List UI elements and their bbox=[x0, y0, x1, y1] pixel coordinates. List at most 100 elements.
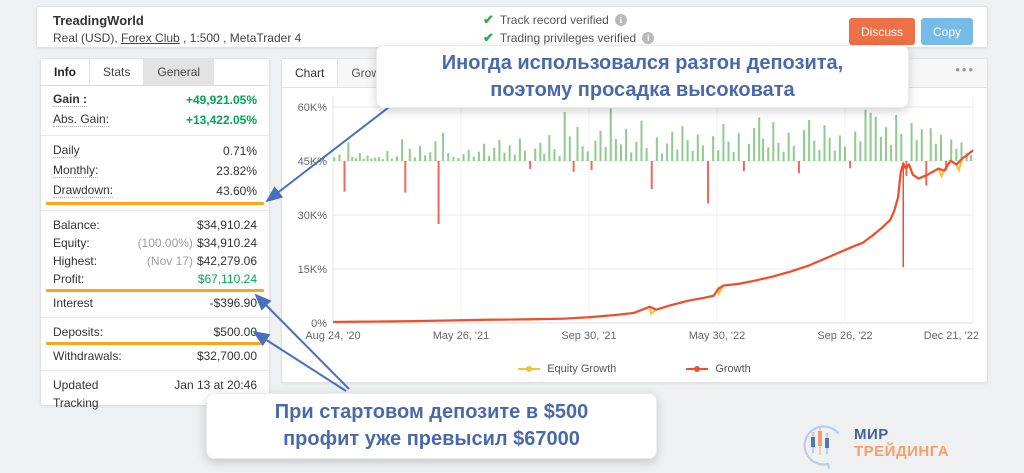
svg-text:45K%: 45K% bbox=[298, 156, 328, 168]
stat-value: Jan 13 at 20:46 bbox=[174, 378, 257, 392]
stat-label: Drawdown: bbox=[53, 183, 114, 198]
legend-item-growth[interactable]: Growth bbox=[686, 363, 751, 375]
stat-label: Updated bbox=[53, 378, 99, 392]
verification-row-trading-privileges: ✔ Trading privileges verified i bbox=[483, 30, 655, 46]
stat-row-absgain: Abs. Gain: +13,422.05% bbox=[41, 110, 269, 130]
stat-row-drawdown: Drawdown: 43.60% bbox=[41, 181, 269, 201]
copy-button[interactable]: Copy bbox=[920, 18, 973, 45]
stat-row-profit: Profit: $67,110.24 bbox=[41, 270, 269, 288]
stat-row-monthly: Monthly: 23.82% bbox=[41, 161, 269, 181]
stat-row-equity: Equity: (100.00%) $34,910.24 bbox=[41, 234, 269, 252]
stat-label: Equity: bbox=[53, 236, 90, 250]
svg-text:May 26, '21: May 26, '21 bbox=[433, 330, 490, 342]
svg-text:Sep 26, '22: Sep 26, '22 bbox=[817, 330, 872, 342]
svg-text:May 30, '22: May 30, '22 bbox=[689, 330, 746, 342]
annotation-top-line2: поэтому просадка высоковата bbox=[490, 78, 795, 101]
checkmark-icon: ✔ bbox=[483, 30, 494, 45]
svg-text:Sep 30, '21: Sep 30, '21 bbox=[561, 330, 616, 342]
sidebar-tabs: Info Stats General bbox=[41, 59, 269, 86]
divider bbox=[41, 317, 269, 318]
sidebar-tab-info[interactable]: Info bbox=[41, 59, 90, 85]
stat-row-withdrawals: Withdrawals: $32,700.00 bbox=[41, 347, 269, 365]
svg-text:Aug 24, '20: Aug 24, '20 bbox=[305, 330, 360, 342]
broker-link[interactable]: Forex Club bbox=[121, 31, 180, 45]
legend-line-marker bbox=[686, 366, 709, 372]
stat-value: 0.71% bbox=[222, 144, 257, 158]
account-type: Real (USD), bbox=[53, 31, 122, 45]
stat-value: 43.60% bbox=[216, 184, 257, 198]
annotation-bottom-line2: профит уже превысил $67000 bbox=[283, 428, 580, 450]
legend-line-marker bbox=[518, 366, 541, 372]
stat-value: $32,700.00 bbox=[196, 349, 257, 363]
divider bbox=[41, 135, 269, 136]
stat-value: $500.00 bbox=[213, 325, 257, 339]
svg-text:0%: 0% bbox=[311, 318, 327, 330]
account-header: TreadingWorld Real (USD), Forex Club , 1… bbox=[36, 6, 988, 48]
legend-label: Equity Growth bbox=[547, 363, 617, 375]
stat-value-prefix: (100.00%) bbox=[137, 236, 193, 250]
verification-row-track-record: ✔ Track record verified i bbox=[483, 12, 654, 28]
orange-highlight-underline bbox=[46, 289, 264, 292]
stat-row-balance: Balance: $34,910.24 bbox=[41, 216, 269, 234]
stats-rows: Gain : +49,921.05% Abs. Gain: +13,422.05% Da… bbox=[41, 86, 269, 414]
logo-text: МИР ТРЕЙДИНГА bbox=[854, 426, 949, 460]
stat-row-deposits: Deposits: $500.00 bbox=[41, 323, 269, 341]
stat-value: (Nov 17) $42,279.06 bbox=[146, 254, 257, 268]
stat-value-prefix: (Nov 17) bbox=[146, 254, 193, 268]
more-options-icon[interactable]: ••• bbox=[955, 62, 975, 77]
annotation-top: Иногда использовался разгон депозита, по… bbox=[376, 45, 909, 108]
stat-value: $34,910.24 bbox=[196, 218, 257, 232]
stat-row-gain: Gain : +49,921.05% bbox=[41, 90, 269, 110]
divider bbox=[41, 210, 269, 211]
info-icon[interactable]: i bbox=[642, 32, 655, 44]
account-title: TreadingWorld bbox=[53, 13, 144, 28]
logo-line2: ТРЕЙДИНГА bbox=[854, 443, 950, 460]
legend-label: Growth bbox=[715, 363, 751, 375]
stat-value: +49,921.05% bbox=[185, 93, 257, 107]
account-subtitle: Real (USD), Forex Club , 1:500 , MetaTra… bbox=[53, 31, 301, 45]
account-leverage-platform: , 1:500 , MetaTrader 4 bbox=[179, 31, 302, 45]
stat-label: Monthly: bbox=[53, 163, 99, 178]
stat-value: -$396.90 bbox=[209, 296, 257, 310]
svg-text:30K%: 30K% bbox=[298, 210, 328, 222]
mir-trading-logo: МИР ТРЕЙДИНГА bbox=[798, 417, 949, 469]
stat-row-interest: Interest -$396.90 bbox=[41, 294, 269, 312]
annotation-top-line1: Иногда использовался разгон депозита, bbox=[441, 51, 844, 74]
svg-text:Dec 21, '22: Dec 21, '22 bbox=[924, 330, 979, 342]
stat-row-daily: Daily 0.71% bbox=[41, 141, 269, 161]
annotation-bottom-line1: При стартовом депозите в $500 bbox=[274, 401, 589, 423]
legend-item-equity-growth[interactable]: Equity Growth bbox=[518, 363, 616, 375]
sidebar-tab-stats[interactable]: Stats bbox=[90, 59, 145, 85]
svg-text:60K%: 60K% bbox=[298, 102, 328, 114]
stat-value: (100.00%) $34,910.24 bbox=[137, 236, 257, 250]
head-candles-icon bbox=[803, 425, 840, 469]
chart-tab-chart[interactable]: Chart bbox=[282, 59, 339, 87]
stat-row-updated: Updated Jan 13 at 20:46 bbox=[41, 376, 269, 394]
stat-row-tracking: Tracking bbox=[41, 394, 269, 412]
orange-highlight-underline bbox=[46, 342, 264, 345]
sidebar-tab-general[interactable]: General bbox=[144, 59, 215, 85]
stat-label: Tracking bbox=[53, 396, 99, 410]
verification-label: Trading privileges verified bbox=[499, 31, 637, 45]
stat-label: Highest: bbox=[53, 254, 98, 268]
stats-sidebar: Info Stats General Gain : +49,921.05% Abs. G… bbox=[40, 58, 270, 409]
checkmark-icon: ✔ bbox=[483, 12, 494, 27]
verification-label: Track record verified bbox=[499, 13, 609, 27]
stat-value: 23.82% bbox=[216, 164, 257, 178]
divider bbox=[41, 370, 269, 371]
stat-label: Deposits: bbox=[53, 325, 104, 339]
stat-label: Daily bbox=[53, 143, 80, 158]
svg-text:15K%: 15K% bbox=[298, 264, 328, 276]
stat-label: Profit: bbox=[53, 272, 85, 286]
chart-legend: Equity Growth Growth bbox=[282, 363, 987, 375]
discuss-button[interactable]: Discuss bbox=[848, 18, 915, 45]
verification-block: ✔ Track record verified i ✔ Trading priv… bbox=[483, 12, 655, 48]
stat-row-highest: Highest: (Nov 17) $42,279.06 bbox=[41, 252, 269, 270]
chart-panel: Chart Growth ••• 0% 15K% 30K% 45K% 60K% Aug 24… bbox=[281, 58, 988, 383]
stat-label: Interest bbox=[53, 296, 94, 310]
orange-highlight-underline bbox=[46, 202, 264, 205]
info-icon[interactable]: i bbox=[614, 14, 627, 26]
logo-line1: МИР bbox=[854, 426, 889, 443]
annotation-bottom: При стартовом депозите в $500 профит уже… bbox=[206, 393, 657, 459]
